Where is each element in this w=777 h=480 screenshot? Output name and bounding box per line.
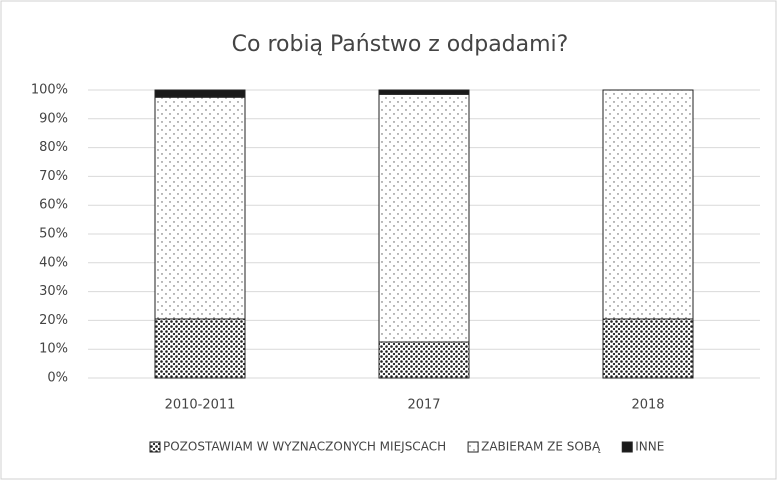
bar-segment xyxy=(378,341,470,379)
legend-label: ZABIERAM ZE SOBĄ xyxy=(481,440,601,454)
y-tick-label: 100% xyxy=(31,83,68,98)
y-tick-label: 70% xyxy=(39,169,68,184)
y-tick-label: 80% xyxy=(39,140,68,155)
legend-label: INNE xyxy=(635,440,664,454)
legend-label: POZOSTAWIAM W WYZNACZONYCH MIEJSCACH xyxy=(163,440,446,454)
y-tick-label: 20% xyxy=(39,313,68,328)
legend-swatch xyxy=(149,441,161,453)
legend-swatch xyxy=(467,441,479,453)
bar-segment xyxy=(378,93,470,343)
y-tick-label: 90% xyxy=(39,111,68,126)
x-tick-label: 2017 xyxy=(407,398,440,413)
y-tick-label: 50% xyxy=(39,227,68,242)
chart-title: Co robią Państwo z odpadami? xyxy=(232,32,569,57)
y-tick-label: 10% xyxy=(39,342,68,357)
legend-swatch xyxy=(621,441,633,453)
bar-segment xyxy=(602,318,694,379)
bar-segment xyxy=(602,89,694,320)
bar-segment xyxy=(378,89,470,95)
bar-segment xyxy=(154,89,246,98)
y-tick-label: 60% xyxy=(39,198,68,213)
y-tick-label: 30% xyxy=(39,284,68,299)
bar-segment xyxy=(154,318,246,379)
x-tick-label: 2010-2011 xyxy=(165,398,236,413)
y-tick-label: 40% xyxy=(39,255,68,270)
y-tick-label: 0% xyxy=(47,371,68,386)
bar-segment xyxy=(154,96,246,320)
x-tick-label: 2018 xyxy=(631,398,664,413)
